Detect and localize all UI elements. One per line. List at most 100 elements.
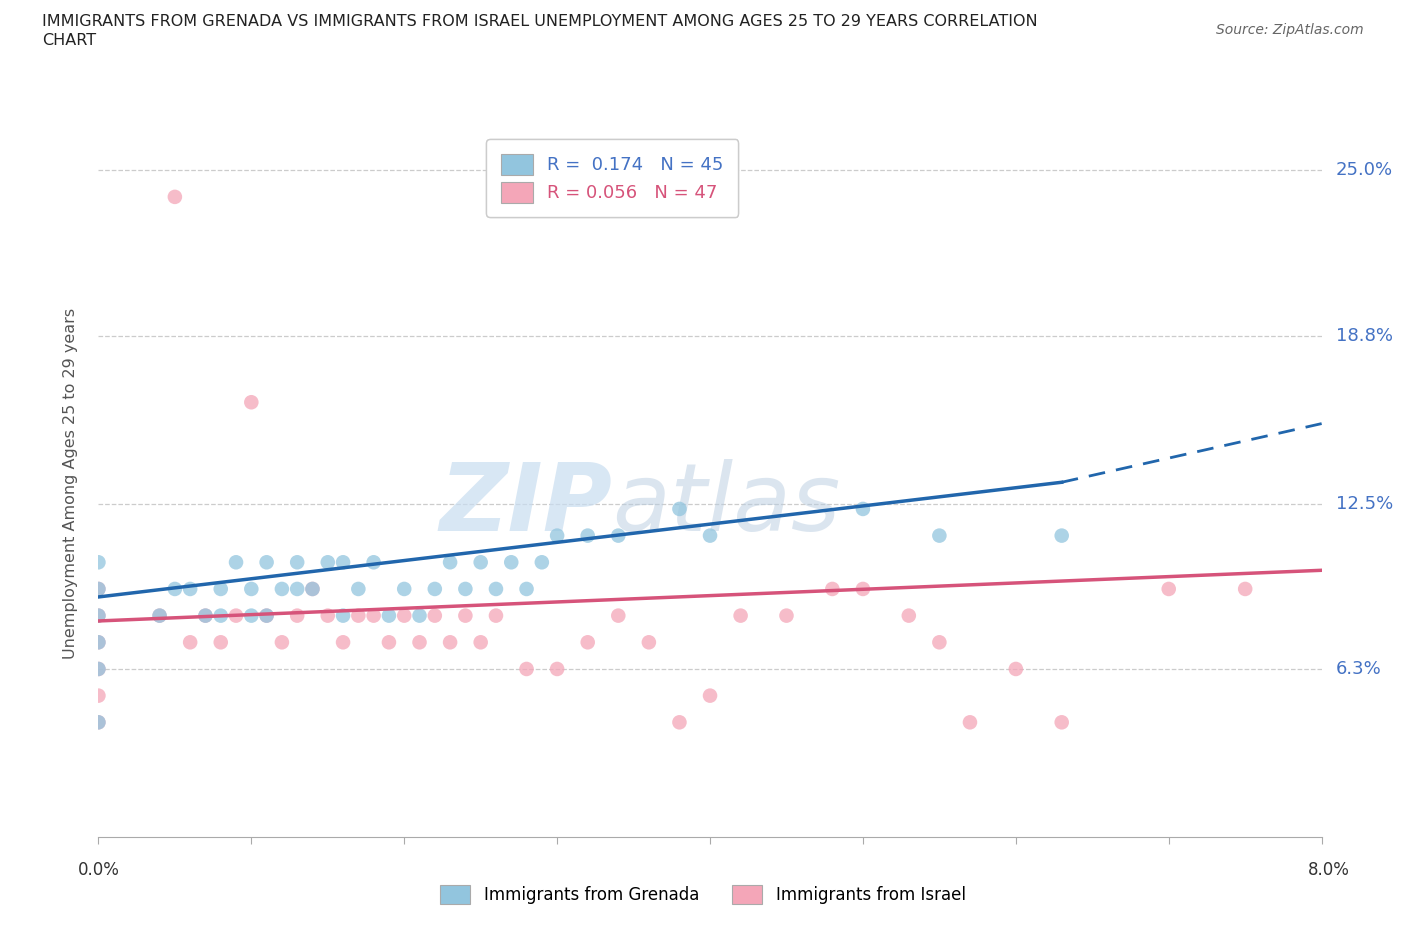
- Point: [516, 581, 538, 596]
- Point: [149, 608, 172, 623]
- Point: [423, 581, 446, 596]
- Point: [301, 581, 323, 596]
- Point: [87, 635, 110, 650]
- Point: [347, 581, 370, 596]
- Point: [470, 635, 492, 650]
- Point: [332, 608, 354, 623]
- Point: [408, 635, 430, 650]
- Point: [959, 715, 981, 730]
- Point: [576, 635, 599, 650]
- Point: [408, 608, 430, 623]
- Point: [87, 715, 110, 730]
- Point: [87, 581, 110, 596]
- Point: [928, 635, 950, 650]
- Point: [332, 555, 354, 570]
- Point: [546, 528, 568, 543]
- Point: [392, 608, 416, 623]
- Text: IMMIGRANTS FROM GRENADA VS IMMIGRANTS FROM ISRAEL UNEMPLOYMENT AMONG AGES 25 TO : IMMIGRANTS FROM GRENADA VS IMMIGRANTS FR…: [42, 14, 1038, 29]
- Point: [454, 608, 477, 623]
- Point: [209, 581, 232, 596]
- Point: [332, 635, 354, 650]
- Point: [179, 635, 201, 650]
- Point: [637, 635, 661, 650]
- Legend: R =  0.174   N = 45, R = 0.056   N = 47: R = 0.174 N = 45, R = 0.056 N = 47: [486, 140, 738, 217]
- Point: [240, 608, 263, 623]
- Point: [285, 581, 308, 596]
- Point: [316, 555, 339, 570]
- Point: [87, 688, 110, 703]
- Text: Source: ZipAtlas.com: Source: ZipAtlas.com: [1216, 23, 1364, 37]
- Point: [378, 608, 401, 623]
- Point: [270, 581, 294, 596]
- Point: [607, 528, 630, 543]
- Point: [423, 608, 446, 623]
- Point: [225, 555, 247, 570]
- Point: [1050, 528, 1073, 543]
- Point: [392, 581, 416, 596]
- Point: [439, 635, 461, 650]
- Point: [1157, 581, 1180, 596]
- Text: 0.0%: 0.0%: [77, 860, 120, 879]
- Legend: Immigrants from Grenada, Immigrants from Israel: Immigrants from Grenada, Immigrants from…: [432, 876, 974, 912]
- Point: [149, 608, 172, 623]
- Point: [256, 608, 278, 623]
- Point: [730, 608, 752, 623]
- Point: [852, 501, 875, 516]
- Point: [852, 581, 875, 596]
- Point: [301, 581, 323, 596]
- Point: [668, 715, 690, 730]
- Point: [821, 581, 844, 596]
- Point: [699, 688, 721, 703]
- Text: 6.3%: 6.3%: [1336, 660, 1381, 678]
- Point: [194, 608, 217, 623]
- Point: [668, 501, 690, 516]
- Point: [87, 581, 110, 596]
- Point: [470, 555, 492, 570]
- Point: [240, 581, 263, 596]
- Text: 12.5%: 12.5%: [1336, 495, 1393, 512]
- Point: [285, 608, 308, 623]
- Point: [378, 635, 401, 650]
- Point: [454, 581, 477, 596]
- Point: [1234, 581, 1257, 596]
- Y-axis label: Unemployment Among Ages 25 to 29 years: Unemployment Among Ages 25 to 29 years: [63, 308, 77, 659]
- Point: [775, 608, 797, 623]
- Point: [285, 555, 308, 570]
- Point: [87, 661, 110, 676]
- Point: [501, 555, 523, 570]
- Text: 8.0%: 8.0%: [1308, 860, 1350, 879]
- Point: [347, 608, 370, 623]
- Point: [209, 635, 232, 650]
- Point: [485, 608, 508, 623]
- Point: [87, 555, 110, 570]
- Point: [270, 635, 294, 650]
- Point: [225, 608, 247, 623]
- Point: [194, 608, 217, 623]
- Point: [240, 395, 263, 410]
- Point: [530, 555, 553, 570]
- Point: [699, 528, 721, 543]
- Text: ZIP: ZIP: [439, 458, 612, 551]
- Point: [897, 608, 920, 623]
- Point: [363, 555, 385, 570]
- Point: [363, 608, 385, 623]
- Text: 18.8%: 18.8%: [1336, 326, 1392, 345]
- Text: atlas: atlas: [612, 459, 841, 551]
- Point: [87, 635, 110, 650]
- Point: [256, 608, 278, 623]
- Point: [316, 608, 339, 623]
- Point: [546, 661, 568, 676]
- Point: [439, 555, 461, 570]
- Point: [179, 581, 201, 596]
- Point: [209, 608, 232, 623]
- Point: [87, 715, 110, 730]
- Point: [256, 555, 278, 570]
- Text: CHART: CHART: [42, 33, 96, 47]
- Point: [1050, 715, 1073, 730]
- Point: [87, 608, 110, 623]
- Point: [576, 528, 599, 543]
- Point: [516, 661, 538, 676]
- Point: [87, 608, 110, 623]
- Text: 25.0%: 25.0%: [1336, 161, 1393, 179]
- Point: [485, 581, 508, 596]
